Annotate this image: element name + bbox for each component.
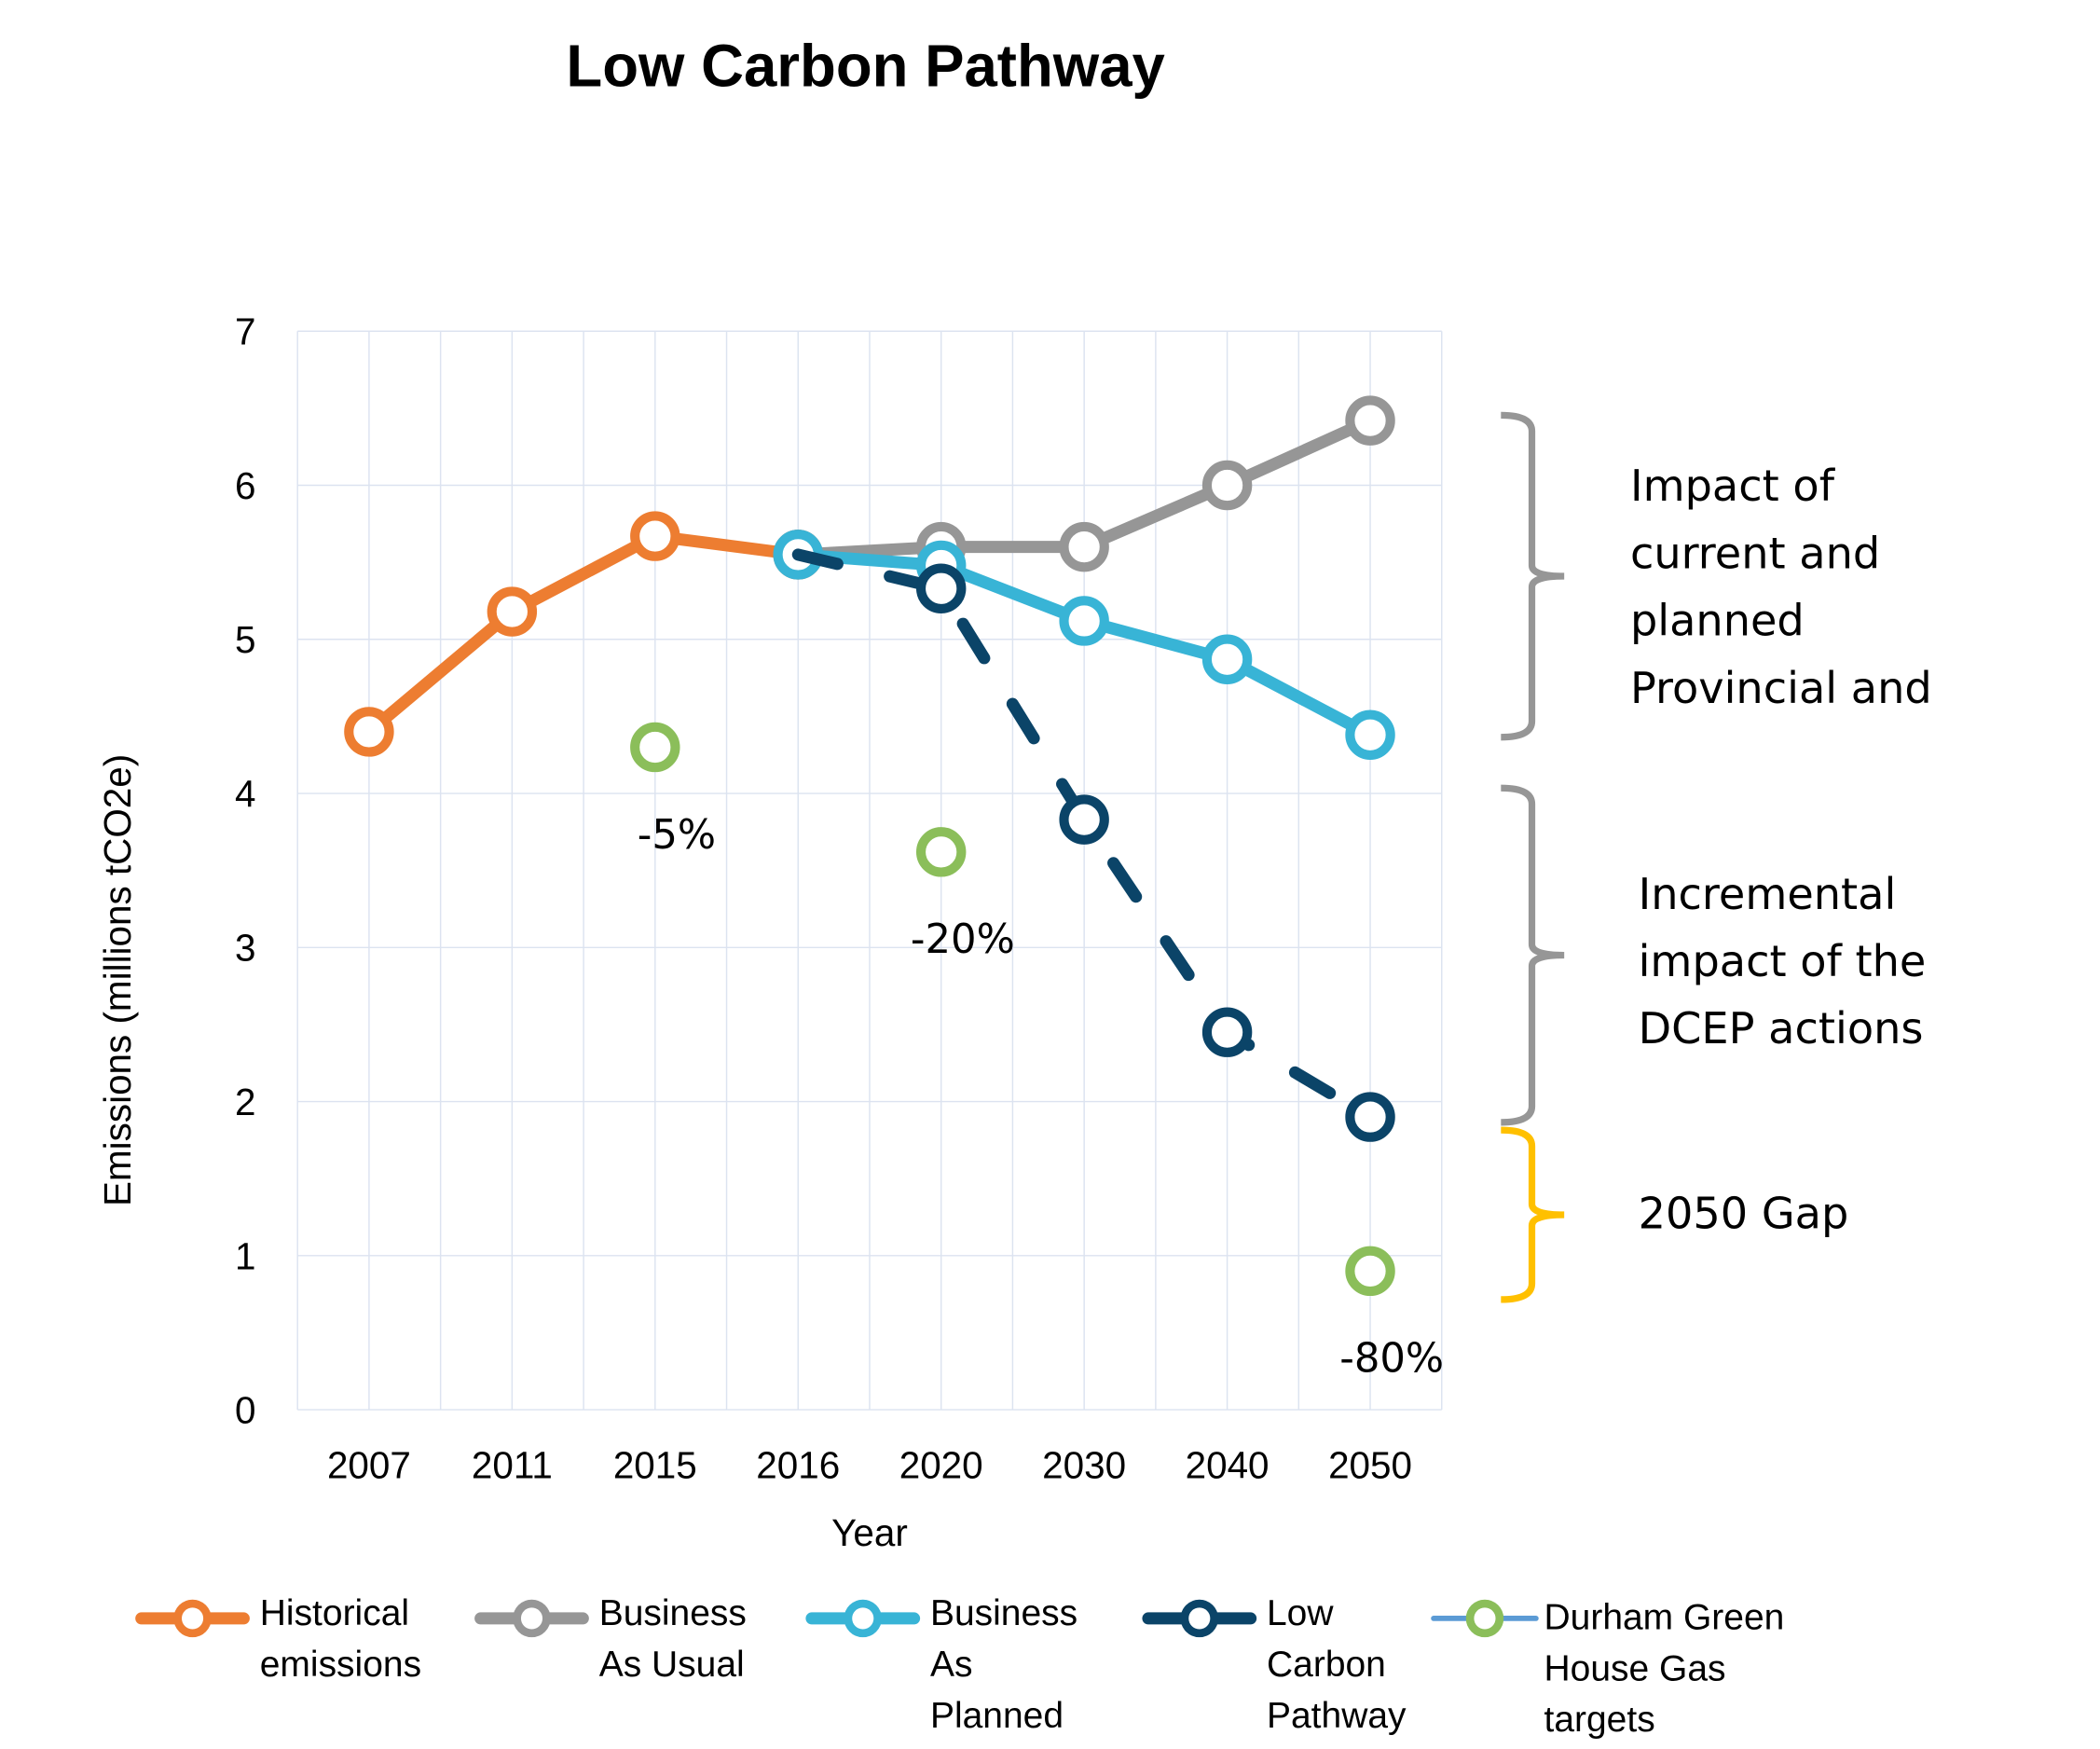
curly-bracket xyxy=(1501,411,1565,741)
data-point xyxy=(1059,794,1109,845)
legend-label: Business xyxy=(599,1593,747,1633)
x-tick-label: 2030 xyxy=(1042,1444,1126,1487)
data-point xyxy=(1201,1007,1253,1057)
x-tick-label: 2015 xyxy=(613,1444,697,1487)
legend-label: Planned xyxy=(930,1696,1064,1736)
data-point xyxy=(487,586,538,637)
data-label: -5% xyxy=(638,812,716,859)
bracket-label: impact of the xyxy=(1639,936,1927,986)
x-tick-label: 2016 xyxy=(756,1444,840,1487)
data-point xyxy=(1201,460,1253,511)
bracket-label: DCEP actions xyxy=(1639,1003,1924,1054)
legend-marker xyxy=(173,1599,212,1638)
bracket-label: planned xyxy=(1630,596,1805,646)
legend-label: Historical xyxy=(260,1593,409,1633)
legend-marker xyxy=(1465,1599,1504,1638)
curly-bracket xyxy=(1501,784,1565,1126)
brackets: Impact of current and planned Provincial an… xyxy=(1501,411,1932,1303)
y-axis-ticks: 0 1 2 3 4 5 6 7 xyxy=(235,310,255,1432)
series-low-carbon-pathway xyxy=(791,548,1395,1142)
legend-label: As Usual xyxy=(599,1645,745,1685)
curly-bracket xyxy=(1501,1126,1565,1303)
data-point xyxy=(1345,709,1395,760)
y-tick-label: 2 xyxy=(235,1081,255,1123)
legend-label: targets xyxy=(1544,1700,1655,1740)
bracket-label: Provincial and xyxy=(1630,663,1932,713)
data-label: -20% xyxy=(911,916,1015,963)
legend-label: Carbon xyxy=(1267,1645,1386,1685)
x-tick-label: 2007 xyxy=(327,1444,411,1487)
chart-title: Low Carbon Pathway xyxy=(566,33,1164,99)
y-tick-label: 3 xyxy=(235,927,255,970)
data-point xyxy=(630,722,680,773)
legend-label: Business xyxy=(930,1593,1077,1633)
data-point xyxy=(1345,1092,1395,1142)
y-tick-label: 4 xyxy=(235,772,255,815)
data-point xyxy=(1059,596,1109,646)
x-tick-label: 2050 xyxy=(1328,1444,1412,1487)
legend-marker xyxy=(844,1599,882,1638)
x-tick-label: 2020 xyxy=(899,1444,983,1487)
legend-item: Historical emissions xyxy=(135,1593,421,1685)
legend-item: Durham Green House Gas targets xyxy=(1431,1597,1785,1740)
y-tick-label: 6 xyxy=(235,464,255,507)
data-point xyxy=(1059,521,1109,572)
series-business-as-planned xyxy=(773,530,1395,760)
y-tick-label: 0 xyxy=(235,1389,255,1432)
bracket-label: 2050 Gap xyxy=(1639,1188,1849,1238)
series-durham-green-house-gas-targets xyxy=(630,722,1395,1297)
x-axis-ticks: 2007 2011 2015 2016 2020 2030 2040 2050 xyxy=(327,1444,1412,1487)
legend-label: Low xyxy=(1267,1593,1334,1633)
series-line xyxy=(363,530,804,738)
data-point xyxy=(630,511,680,561)
y-tick-label: 5 xyxy=(235,618,255,661)
y-axis-label: Emissions (millions tCO2e) xyxy=(96,754,139,1206)
legend-marker xyxy=(1180,1599,1219,1638)
data-point xyxy=(344,707,394,757)
bracket-label: Impact of xyxy=(1630,461,1836,511)
bracket-label: Incremental xyxy=(1639,869,1897,919)
legend-label: Pathway xyxy=(1267,1696,1407,1736)
x-tick-label: 2040 xyxy=(1186,1444,1270,1487)
data-point xyxy=(1345,395,1395,446)
x-axis-label: Year xyxy=(831,1511,908,1554)
legend-label: House Gas xyxy=(1544,1648,1726,1688)
bracket-label: current and xyxy=(1630,528,1880,578)
data-label: -80% xyxy=(1339,1336,1444,1383)
data-point xyxy=(915,827,967,877)
y-tick-label: 7 xyxy=(235,310,255,353)
legend-label: emissions xyxy=(260,1645,421,1685)
data-point xyxy=(915,563,967,613)
y-tick-label: 1 xyxy=(235,1234,255,1277)
legend-label: Durham Green xyxy=(1544,1597,1785,1637)
legend-item: Business As Usual xyxy=(474,1593,747,1685)
gridlines xyxy=(296,330,1443,1411)
annotations: -5% -20% -80% xyxy=(638,812,1444,1383)
x-tick-label: 2011 xyxy=(472,1444,553,1487)
legend-label: As xyxy=(930,1645,973,1685)
data-point xyxy=(1345,1246,1395,1297)
legend-marker xyxy=(513,1599,551,1638)
legend-item: Business As Planned xyxy=(805,1593,1077,1736)
series-group xyxy=(344,395,1395,1297)
data-point xyxy=(1201,634,1253,684)
legend-item: Low Carbon Pathway xyxy=(1142,1593,1407,1736)
